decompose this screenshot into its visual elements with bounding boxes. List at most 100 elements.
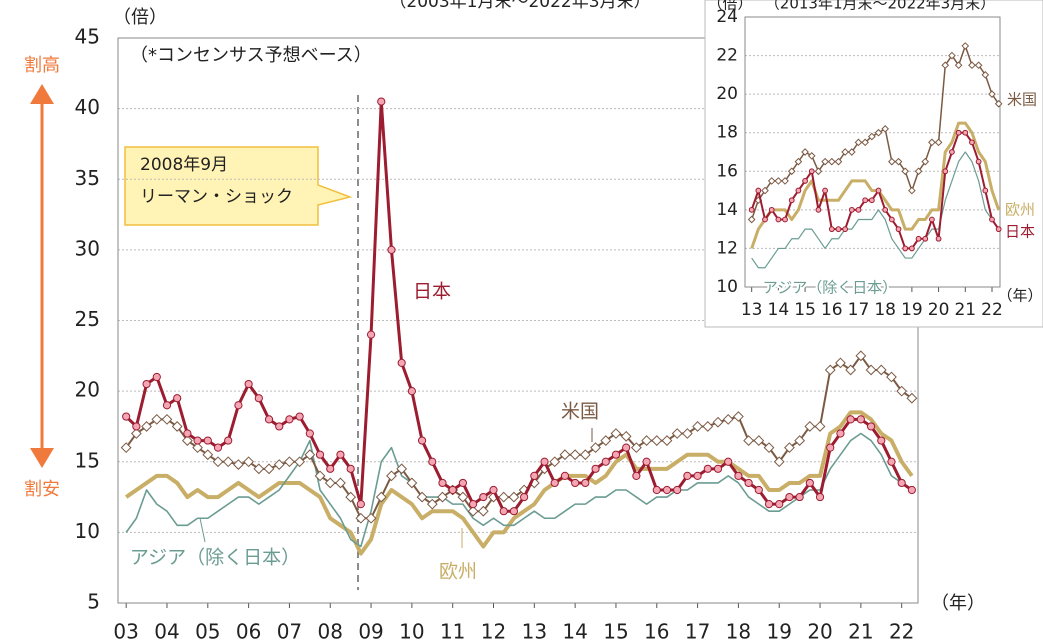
marker [335,477,346,489]
marker [428,457,437,466]
marker [845,364,857,376]
series-label: 米国 [561,401,599,423]
marker [560,471,570,480]
y-tick-label: 40 [75,95,100,119]
series-label: 欧州 [439,561,477,583]
marker [224,436,233,445]
marker [509,507,519,516]
y-tick-label: 15 [75,448,100,472]
marker [203,436,212,445]
marker [386,470,397,482]
marker [826,443,835,452]
marker [975,158,982,165]
series-label: 日本 [413,281,451,303]
marker [801,148,809,156]
marker [862,197,869,204]
marker [651,435,663,446]
marker [457,491,469,503]
x-tick-label: 16 [644,620,669,643]
marker [908,186,916,195]
marker [961,42,970,50]
marker [132,422,141,431]
marker [662,485,672,495]
marker [763,442,775,454]
marker [733,411,744,422]
marker [417,436,427,445]
leader-line [199,517,206,543]
inset-y-label: （倍） [707,0,752,13]
y-tick-label: 22 [716,46,738,66]
marker [868,132,876,141]
marker [888,157,896,166]
marker [775,216,782,223]
marker [152,372,161,382]
marker [243,456,254,468]
marker [875,187,882,194]
marker [559,449,571,461]
marker [969,139,975,146]
marker [233,459,244,470]
series-line [125,410,914,556]
marker [794,157,803,166]
x-tick-label: 21 [954,300,976,320]
marker [448,485,457,495]
marker [794,435,806,446]
marker [254,394,263,403]
marker [856,415,865,424]
x-tick-label: 03 [113,620,138,643]
marker [703,464,712,473]
x-tick-label: 06 [236,620,261,643]
marker [702,421,714,432]
marker [994,99,1003,108]
marker [743,435,754,446]
marker [171,421,183,432]
marker [314,470,326,482]
marker [437,491,448,503]
y-tick-label: 25 [75,307,100,331]
marker [814,167,823,176]
marker [847,148,856,156]
series-label: アジア（除く日本） [763,279,897,297]
marker [396,463,408,475]
marker [212,456,224,468]
marker [877,436,886,445]
marker [761,186,769,195]
x-tick-label: 19 [766,620,791,643]
y-tick-label: 12 [716,238,738,258]
marker [671,428,683,439]
x-tick-label: 08 [318,620,343,643]
callout [124,146,353,226]
marker [467,505,479,517]
marker [540,457,549,466]
x-tick-label: 12 [481,620,506,643]
marker [530,471,539,480]
marker [122,412,131,421]
marker [865,364,877,376]
marker [141,421,152,432]
y-tick-label: 45 [75,25,100,49]
marker [438,478,447,488]
marker [693,471,702,480]
x-tick-label: 18 [726,620,751,643]
x-tick-label: 15 [794,300,816,320]
series-label: アジア（除く日本） [130,547,300,569]
x-tick-label: 09 [358,620,383,643]
marker [600,435,612,446]
chart-title: （2003年1月末～2022年3月末） [389,0,650,12]
marker [356,500,365,509]
y-axis-label: （倍） [113,7,167,28]
marker [802,178,808,184]
marker [275,422,284,431]
x-tick-label: 14 [768,300,790,320]
marker [754,485,763,495]
marker [747,215,756,224]
y-tick-label: 10 [75,519,100,543]
y-tick-label: 20 [716,84,738,104]
marker [173,394,182,403]
marker [842,226,849,233]
marker [120,442,132,454]
marker [868,197,875,204]
x-tick-label: 11 [440,620,465,643]
y-tick-label: 5 [87,590,100,614]
